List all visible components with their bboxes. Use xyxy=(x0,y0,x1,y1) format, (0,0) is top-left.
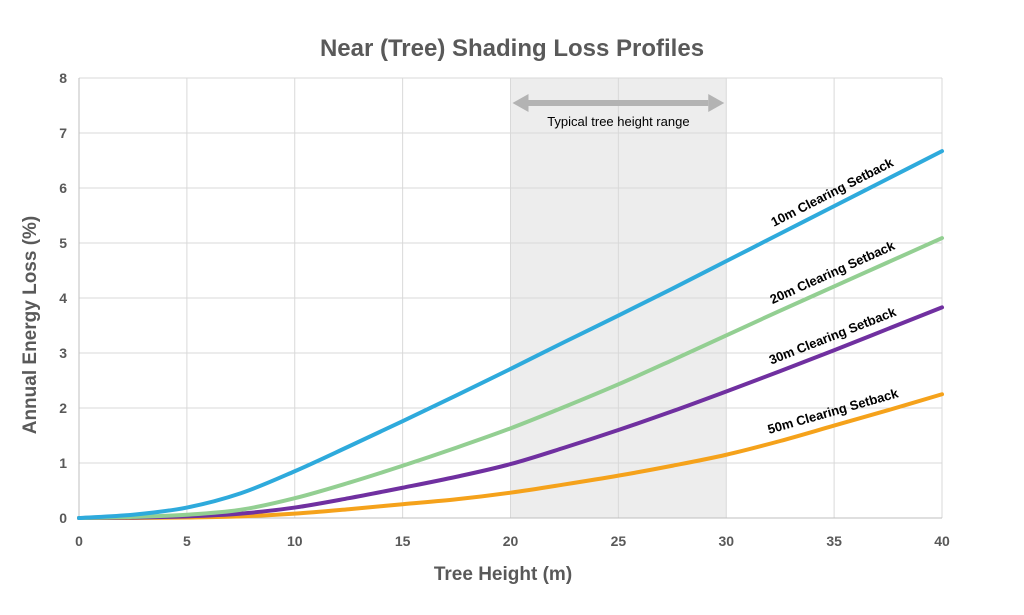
y-tick-label: 8 xyxy=(59,70,67,86)
x-tick-labels: 0 5 10 15 20 25 30 35 40 xyxy=(75,533,950,549)
x-tick-label: 35 xyxy=(826,533,842,549)
series-line-50m-clearing-setback xyxy=(77,392,944,521)
series-label-10m-clearing-setback: 10m Clearing Setback xyxy=(768,154,896,229)
series-label-20m-clearing-setback: 20m Clearing Setback xyxy=(768,238,898,307)
y-tick-labels: 0 1 2 3 4 5 6 7 8 xyxy=(59,70,67,526)
typical-range-label: Typical tree height range xyxy=(547,114,689,129)
series-labels: 10m Clearing Setback 20m Clearing Setback… xyxy=(766,154,901,436)
y-tick-label: 5 xyxy=(59,235,67,251)
y-tick-label: 4 xyxy=(59,290,67,306)
x-tick-label: 20 xyxy=(503,533,519,549)
tree-height-annotation: Typical tree height range xyxy=(512,94,725,129)
series-group xyxy=(77,149,944,521)
series-line-20m-clearing-setback xyxy=(77,236,944,520)
y-tick-label: 7 xyxy=(59,125,67,141)
x-tick-label: 10 xyxy=(287,533,303,549)
x-tick-label: 30 xyxy=(718,533,734,549)
chart-title: Near (Tree) Shading Loss Profiles xyxy=(320,35,704,62)
y-tick-label: 2 xyxy=(59,400,67,416)
y-tick-label: 1 xyxy=(59,455,67,471)
series-label-30m-clearing-setback: 30m Clearing Setback xyxy=(767,304,899,368)
x-tick-label: 0 xyxy=(75,533,83,549)
range-arrow-right-head xyxy=(708,94,725,112)
series-line-30m-clearing-setback xyxy=(77,305,944,520)
y-axis-title: Annual Energy Loss (%) xyxy=(20,216,41,435)
y-tick-label: 0 xyxy=(59,510,67,526)
x-tick-label: 25 xyxy=(611,533,627,549)
x-tick-label: 15 xyxy=(395,533,411,549)
x-tick-label: 5 xyxy=(183,533,191,549)
series-line-10m-clearing-setback xyxy=(77,149,944,520)
y-tick-label: 3 xyxy=(59,345,67,361)
x-axis-title: Tree Height (m) xyxy=(434,564,572,585)
y-tick-label: 6 xyxy=(59,180,67,196)
range-arrow-left-head xyxy=(512,94,529,112)
x-tick-label: 40 xyxy=(934,533,950,549)
